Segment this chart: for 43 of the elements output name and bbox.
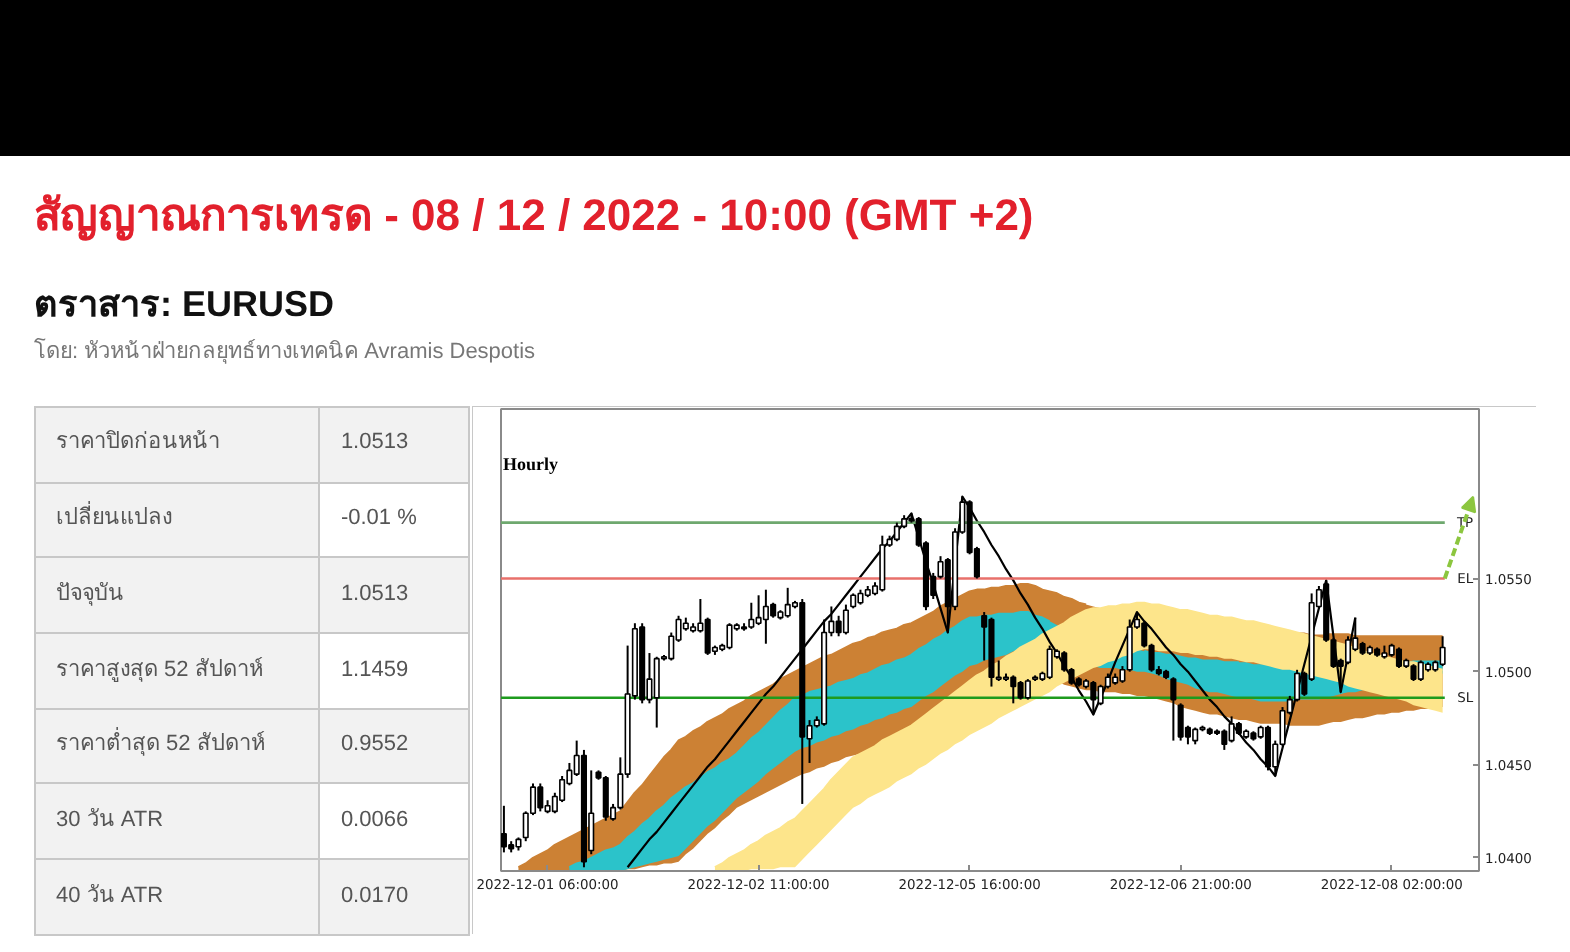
category-label: ราคาปิดก่อนหน้า (35, 407, 320, 483)
category-label: 30 วัน ATR (35, 783, 320, 860)
candlestick (1221, 728, 1228, 751)
text: สัญญาณการเทรด - 08 / 12 / 2022 - 10:00 (GMT +2) (34, 188, 1034, 245)
candlestick (1417, 659, 1424, 682)
text: 0.0066 (340, 807, 409, 832)
text: 0.9552 (340, 732, 409, 757)
candlestick (704, 616, 711, 656)
candlestick (748, 601, 755, 630)
candlestick (501, 804, 507, 854)
candlestick (762, 588, 769, 645)
candlestick (537, 782, 544, 813)
candlestick (879, 534, 886, 593)
text: โดย: หัวหน้าฝ่ายกลยุทธ์ทางเทคนิค Avramis Despotis (34, 338, 536, 368)
text: 1.1459 (340, 657, 409, 682)
category-label: 40 วัน ATR (35, 859, 320, 935)
candlestick (1395, 646, 1403, 669)
candlestick (1228, 715, 1235, 744)
candlestick (1439, 635, 1446, 668)
candlestick (1024, 678, 1031, 701)
text: 1.0513 (340, 581, 409, 606)
candlestick (602, 774, 609, 822)
candlestick (1264, 724, 1272, 772)
candlestick (1010, 674, 1017, 705)
candlestick (1090, 679, 1097, 716)
category-label: ราคาต่ำสุด 52 สัปดาห์ (35, 708, 320, 784)
text: 1.0513 (340, 430, 409, 455)
candlestick (653, 655, 660, 729)
text: 0.0170 (340, 883, 409, 908)
candlestick (1046, 644, 1053, 681)
candlestick (784, 586, 791, 619)
category-label: ปัจจุบัน (35, 557, 320, 634)
text: Hourly (503, 453, 559, 474)
candlestick (726, 622, 733, 651)
text: -0.01 % (340, 506, 417, 531)
candlestick (1017, 679, 1024, 701)
candlestick (1177, 702, 1184, 742)
candlestick (835, 614, 842, 638)
text: ตราสาร: EURUSD (34, 282, 335, 328)
candlestick (1170, 676, 1177, 742)
category-label: เปลี่ยนแปลง (35, 482, 320, 558)
candlestick (893, 521, 900, 543)
category-label: ราคาสูงสุด 52 สัปดาห์ (35, 633, 320, 709)
